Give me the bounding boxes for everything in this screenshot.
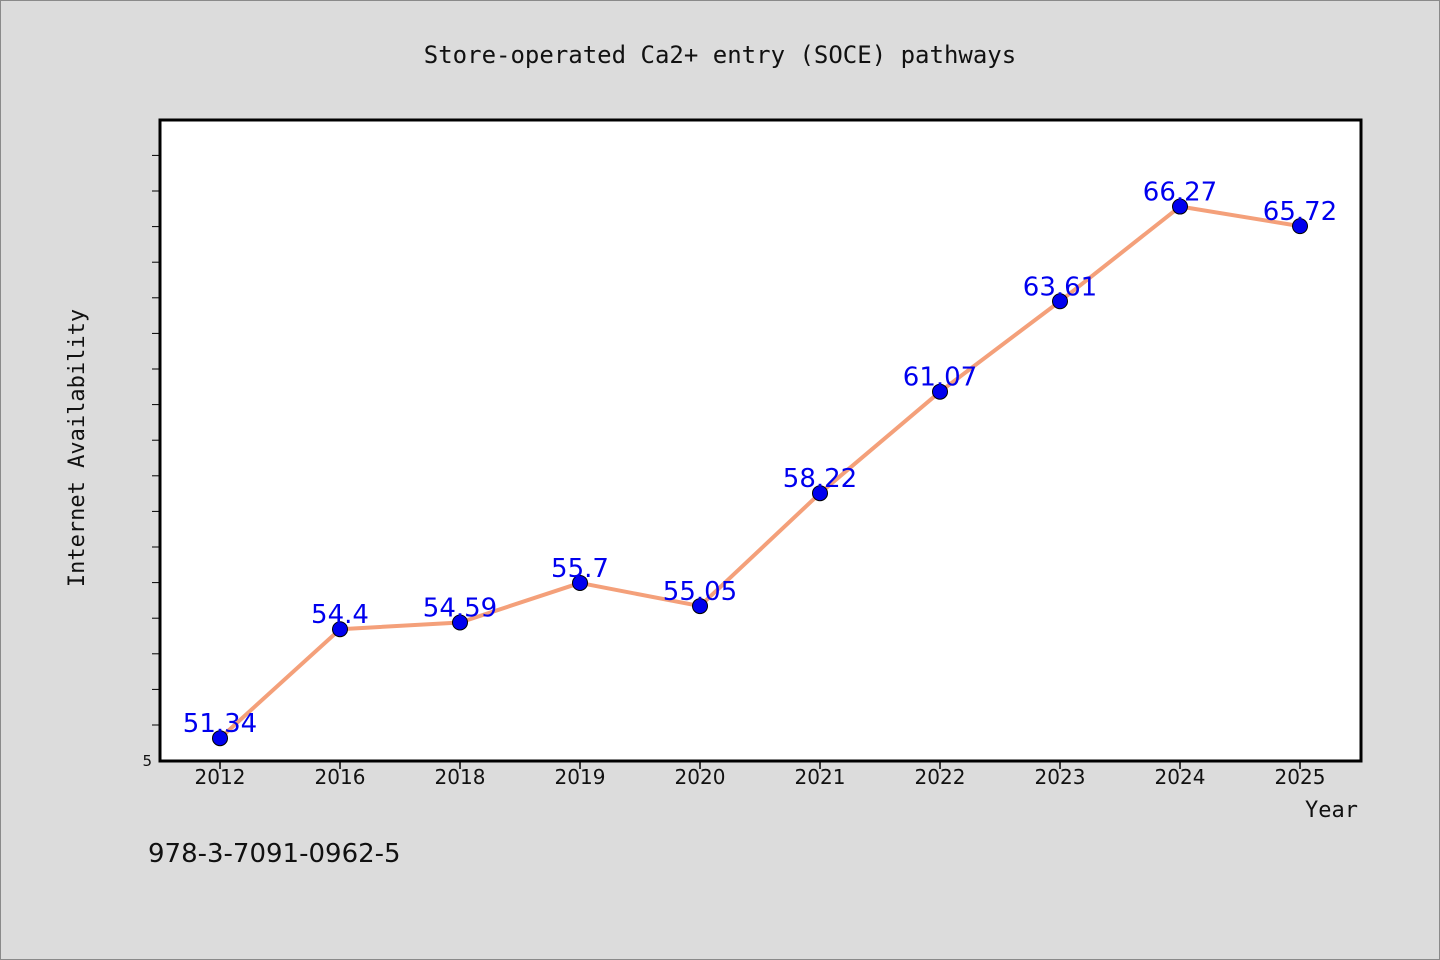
data-point <box>332 621 348 638</box>
x-tick-label: 2018 <box>435 765 486 789</box>
chart-title: Store-operated Ca2+ entry (SOCE) pathway… <box>424 41 1016 69</box>
x-tick-label: 2012 <box>195 765 246 789</box>
data-point <box>1052 293 1068 310</box>
data-label: 54.59 <box>423 593 497 623</box>
y-tick-label: 5 <box>142 752 152 770</box>
plot-area <box>158 118 1363 763</box>
x-tick-label: 2025 <box>1275 765 1326 789</box>
data-point <box>212 730 228 747</box>
x-axis-tick-labels: 2012 2016 2018 2019 2020 2021 2022 2023 2024 2025 <box>195 765 1326 789</box>
series-markers <box>212 198 1308 747</box>
data-point <box>692 598 708 615</box>
data-label: 66.27 <box>1143 178 1217 208</box>
data-label: 55.05 <box>663 577 737 607</box>
data-label: 58.22 <box>783 464 857 494</box>
x-axis-label: Year <box>1305 798 1358 823</box>
x-tick-label: 2021 <box>795 765 846 789</box>
data-labels: 51.34 54.4 54.59 55.7 55.05 58.22 61.07 63.61 66… <box>183 178 1337 740</box>
data-label: 51.34 <box>183 709 257 739</box>
isbn-text: 978-3-7091-0962-5 <box>148 839 401 869</box>
data-label: 61.07 <box>903 363 977 393</box>
x-tick-label: 2019 <box>555 765 606 789</box>
data-point <box>452 614 468 631</box>
x-axis-ticks <box>219 761 1301 769</box>
x-tick-label: 2022 <box>915 765 966 789</box>
data-point <box>1292 218 1308 235</box>
data-label: 54.4 <box>311 600 369 630</box>
data-point <box>1172 198 1188 215</box>
data-point <box>932 383 948 400</box>
x-tick-label: 2016 <box>315 765 366 789</box>
x-tick-label: 2020 <box>675 765 726 789</box>
data-point <box>812 485 828 502</box>
x-tick-label: 2023 <box>1035 765 1086 789</box>
data-label: 63.61 <box>1023 272 1097 302</box>
y-axis-ticks <box>152 154 160 726</box>
data-label: 65.72 <box>1263 197 1337 227</box>
series-line <box>218 204 1302 741</box>
x-tick-label: 2024 <box>1155 765 1206 789</box>
data-label: 55.7 <box>551 554 609 584</box>
data-point <box>572 574 588 591</box>
y-axis-label: Internet Availability <box>65 309 90 587</box>
